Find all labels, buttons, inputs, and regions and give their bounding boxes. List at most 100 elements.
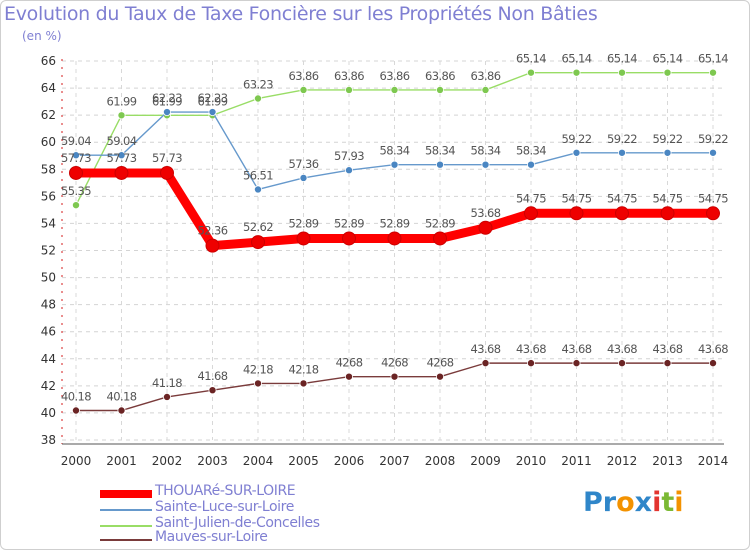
legend-label-saint-julien: Saint-Julien-de-Concelles: [155, 515, 320, 531]
x-tick-label-2009: 2009: [470, 454, 501, 468]
data-point-saint-julien-de-concelles-2000: [72, 201, 81, 210]
data-point-saint-julien-de-concelles-2010: [527, 68, 536, 77]
data-point-thouar-sur-loire-2005: [296, 231, 311, 246]
data-label-mauves-sur-loire-2009: 43.68: [471, 342, 501, 356]
data-point-sainte-luce-sur-loire-2001: [117, 151, 126, 160]
data-label-saint-julien-de-concelles-2012: 65.14: [607, 52, 637, 66]
data-label-sainte-luce-sur-loire-2002: 62.23: [152, 91, 182, 105]
data-point-sainte-luce-sur-loire-2005: [299, 173, 308, 182]
data-point-mauves-sur-loire-2006: [344, 372, 353, 381]
x-tick-label-2014: 2014: [698, 454, 729, 468]
data-point-sainte-luce-sur-loire-2012: [618, 148, 627, 157]
data-label-sainte-luce-sur-loire-2009: 58.34: [471, 144, 501, 158]
data-point-sainte-luce-sur-loire-2011: [572, 148, 581, 157]
data-label-sainte-luce-sur-loire-2006: 57.93: [334, 149, 364, 163]
data-label-thouar-sur-loire-2008: 52.89: [425, 216, 455, 230]
data-point-thouar-sur-loire-2001: [114, 165, 129, 180]
y-tick-label-56: 56: [41, 189, 56, 203]
data-label-mauves-sur-loire-2005: 42.18: [289, 362, 319, 376]
data-label-mauves-sur-loire-2010: 43.68: [516, 342, 546, 356]
data-label-sainte-luce-sur-loire-2008: 58.34: [425, 144, 455, 158]
data-label-sainte-luce-sur-loire-2007: 58.34: [380, 144, 410, 158]
x-tick-label-2003: 2003: [197, 454, 228, 468]
data-point-mauves-sur-loire-2013: [663, 359, 672, 368]
x-tick-label-2012: 2012: [607, 454, 638, 468]
data-label-mauves-sur-loire-2000: 40.18: [61, 389, 91, 403]
data-label-saint-julien-de-concelles-2004: 63.23: [243, 77, 273, 91]
data-point-sainte-luce-sur-loire-2007: [390, 160, 399, 169]
data-point-sainte-luce-sur-loire-2009: [481, 160, 490, 169]
data-label-sainte-luce-sur-loire-2000: 59.04: [61, 134, 91, 148]
proxiti-logo: Proxiti: [583, 487, 684, 518]
data-point-mauves-sur-loire-2000: [72, 406, 81, 415]
data-label-mauves-sur-loire-2014: 43.68: [698, 342, 728, 356]
legend-swatch-mauves: [100, 539, 152, 541]
data-point-sainte-luce-sur-loire-2008: [435, 160, 444, 169]
data-label-sainte-luce-sur-loire-2010: 58.34: [516, 144, 546, 158]
data-label-mauves-sur-loire-2003: 41.68: [198, 369, 228, 383]
y-tick-label-50: 50: [41, 271, 56, 285]
data-point-mauves-sur-loire-2002: [162, 392, 171, 401]
x-tick-label-2008: 2008: [425, 454, 456, 468]
chart-subtitle: (en %): [22, 29, 62, 43]
data-point-thouar-sur-loire-2009: [478, 220, 493, 235]
data-label-thouar-sur-loire-2013: 54.75: [653, 191, 683, 205]
data-label-thouar-sur-loire-2001: 57.73: [107, 151, 137, 165]
data-point-thouar-sur-loire-2008: [433, 231, 447, 246]
line-chart: 38 40 42 44 46 48 50 52 54 56 58 60 62 64 66 2000 2001 20…: [41, 52, 729, 468]
y-tick-label-54: 54: [41, 216, 56, 230]
data-point-saint-julien-de-concelles-2014: [709, 68, 718, 77]
data-label-saint-julien-de-concelles-2002: 61.99: [152, 94, 182, 108]
data-point-thouar-sur-loire-2012: [615, 206, 629, 221]
x-tick-label-2007: 2007: [379, 454, 410, 468]
data-label-sainte-luce-sur-loire-2003: 62.23: [198, 91, 228, 105]
y-tick-label-66: 66: [41, 54, 56, 68]
data-label-mauves-sur-loire-2004: 42.18: [243, 362, 273, 376]
data-label-saint-julien-de-concelles-2006: 63.86: [334, 69, 364, 83]
data-label-saint-julien-de-concelles-2013: 65.14: [653, 52, 683, 66]
x-tick-label-2001: 2001: [106, 454, 137, 468]
data-label-thouar-sur-loire-2007: 52.89: [380, 216, 410, 230]
data-point-sainte-luce-sur-loire-2014: [709, 148, 718, 157]
data-label-saint-julien-de-concelles-2010: 65.14: [516, 52, 546, 66]
data-point-mauves-sur-loire-2011: [572, 359, 581, 368]
data-label-saint-julien-de-concelles-2001: 61.99: [107, 94, 137, 108]
data-point-saint-julien-de-concelles-2012: [618, 68, 627, 77]
data-point-saint-julien-de-concelles-2013: [663, 68, 672, 77]
data-point-mauves-sur-loire-2003: [208, 386, 217, 395]
x-tick-label-2002: 2002: [152, 454, 183, 468]
y-tick-label-58: 58: [41, 162, 56, 176]
data-point-sainte-luce-sur-loire-2010: [527, 160, 536, 169]
data-label-saint-julien-de-concelles-2000: 55.35: [61, 184, 91, 198]
data-point-mauves-sur-loire-2008: [435, 372, 444, 381]
data-point-mauves-sur-loire-2005: [299, 379, 308, 388]
data-point-thouar-sur-loire-2010: [524, 206, 538, 221]
x-tick-label-2004: 2004: [243, 454, 274, 468]
legend-label-sainte-luce: Sainte-Luce-sur-Loire: [155, 499, 294, 515]
data-point-sainte-luce-sur-loire-2002: [162, 108, 171, 117]
y-tick-label-46: 46: [41, 325, 56, 339]
data-point-saint-julien-de-concelles-2006: [344, 85, 353, 94]
data-label-mauves-sur-loire-2007: 4268: [381, 356, 408, 370]
data-label-mauves-sur-loire-2001: 40.18: [107, 389, 137, 403]
data-point-thouar-sur-loire-2004: [251, 235, 265, 250]
data-point-thouar-sur-loire-2002: [160, 165, 174, 180]
data-label-sainte-luce-sur-loire-2012: 59.22: [607, 132, 637, 146]
data-label-thouar-sur-loire-2014: 54.75: [698, 191, 728, 205]
data-label-saint-julien-de-concelles-2003: 61.99: [198, 94, 228, 108]
x-tick-label-2013: 2013: [652, 454, 683, 468]
x-tick-label-2006: 2006: [334, 454, 365, 468]
data-point-mauves-sur-loire-2012: [618, 359, 627, 368]
y-tick-label-40: 40: [41, 406, 56, 420]
data-label-mauves-sur-loire-2013: 43.68: [653, 342, 683, 356]
data-point-sainte-luce-sur-loire-2006: [344, 166, 353, 175]
data-label-sainte-luce-sur-loire-2004: 56.51: [243, 168, 273, 182]
y-tick-label-38: 38: [41, 433, 56, 447]
data-point-saint-julien-de-concelles-2009: [481, 85, 490, 94]
data-point-sainte-luce-sur-loire-2004: [253, 185, 262, 194]
data-label-saint-julien-de-concelles-2007: 63.86: [380, 69, 410, 83]
y-tick-label-48: 48: [41, 298, 56, 312]
data-point-thouar-sur-loire-2007: [387, 231, 402, 246]
y-tick-label-52: 52: [41, 244, 56, 258]
legend-swatch-saint-julien: [100, 525, 152, 527]
